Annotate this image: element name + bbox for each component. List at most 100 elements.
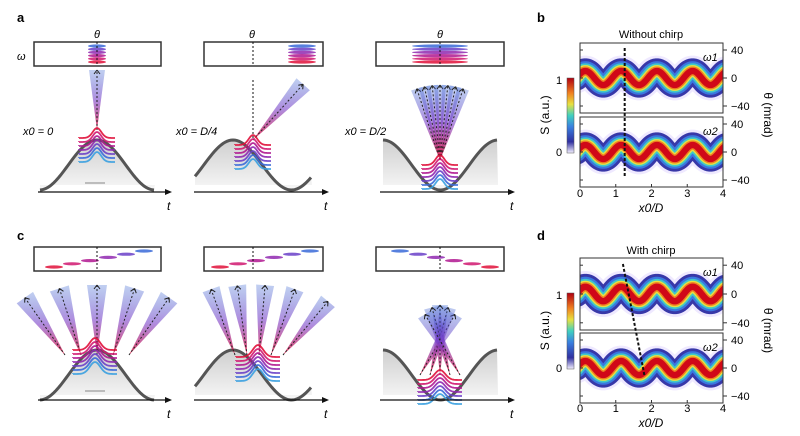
pulse-curve	[235, 368, 281, 382]
pulse-curve	[72, 337, 118, 351]
pulse-curve	[235, 352, 281, 366]
pulse-curve	[72, 361, 118, 375]
y-tick-label: 40	[731, 260, 743, 272]
surface-fill	[40, 140, 155, 190]
panel-label-c: c	[17, 228, 24, 243]
theta-label: θ	[437, 29, 443, 41]
y-tick-label: 40	[731, 45, 743, 57]
beam-cone	[129, 291, 178, 355]
spectral-spot	[288, 47, 316, 51]
spectral-spot	[427, 255, 445, 259]
surface-fill	[195, 140, 312, 190]
beam-cone	[228, 284, 247, 355]
pulse-curve	[234, 134, 272, 146]
pulse-curve	[234, 146, 272, 158]
surface-fill	[195, 350, 312, 400]
time-label: t	[510, 407, 514, 421]
x-tick-label: 0	[577, 403, 583, 415]
omega1-label: ω1	[703, 267, 718, 279]
heatmap-omega2	[580, 345, 723, 391]
panel-label-d: d	[537, 228, 545, 243]
omega2-label: ω2	[703, 342, 718, 354]
x-axis-label: x0/D	[638, 201, 664, 215]
intensity-band	[580, 67, 723, 89]
time-axis-arrow-icon	[322, 189, 329, 195]
time-axis-arrow-icon	[165, 189, 172, 195]
y-tick-label: −40	[731, 318, 750, 330]
arrowhead-icon	[323, 300, 329, 307]
x-tick-label: 2	[648, 188, 654, 200]
surface-fill	[40, 350, 155, 400]
y-tick-label: 40	[731, 119, 743, 131]
pulse-curve	[72, 357, 118, 371]
y-tick-label: 0	[731, 147, 737, 159]
beam-cone	[440, 86, 469, 160]
time-axis-arrow-icon	[508, 397, 515, 403]
pulse-curve	[72, 349, 118, 363]
surface-curve	[193, 138, 313, 192]
arrowhead-icon	[164, 297, 170, 303]
beam-cone	[283, 295, 335, 355]
beam-cone	[87, 285, 107, 355]
y-tick-label: 0	[731, 289, 737, 301]
pulse-curve	[417, 377, 463, 389]
time-label: t	[324, 407, 328, 421]
time-axis-arrow-icon	[508, 189, 515, 195]
y-tick-label: 0	[731, 73, 737, 85]
spectral-spot	[288, 60, 316, 64]
pulse-curve	[234, 150, 272, 162]
spectral-spot	[99, 255, 117, 259]
dashed-marker-line	[621, 263, 646, 376]
arrowhead-icon	[261, 284, 269, 290]
beam-axis-dashed	[439, 85, 449, 161]
pulse-curve	[417, 373, 463, 385]
pulse-curve	[417, 369, 463, 381]
intensity-band	[580, 283, 723, 305]
colorbar-label: S (a.u.)	[538, 95, 552, 134]
beam-cone	[202, 286, 235, 355]
pulse-curve	[234, 154, 272, 166]
title-without-chirp: Without chirp	[619, 29, 683, 41]
pulse-curve	[421, 158, 459, 170]
beam-axis-dashed	[416, 88, 441, 161]
spectral-spot	[45, 265, 63, 269]
pulse-curve	[235, 356, 281, 370]
beam-cone	[418, 310, 460, 375]
pulse-curve	[417, 381, 463, 393]
pulse-curve	[235, 348, 281, 362]
pulse-curve	[78, 139, 116, 151]
time-label: t	[324, 199, 328, 213]
arrowhead-icon	[234, 285, 242, 291]
omega1-label: ω1	[703, 52, 718, 64]
spectral-spot	[445, 259, 463, 263]
x0-label-1: x0 = 0	[22, 126, 54, 138]
y-axis-label: θ (mrad)	[761, 308, 775, 353]
x-tick-label: 2	[648, 403, 654, 415]
x-tick-label: 0	[577, 188, 583, 200]
spectral-spot	[463, 262, 481, 266]
spectral-spot	[135, 249, 153, 253]
spectral-spot	[288, 50, 316, 55]
y-tick-label: −40	[731, 101, 750, 113]
arrowhead-icon	[423, 313, 430, 320]
time-label: t	[510, 199, 514, 213]
spectral-spot	[288, 44, 316, 48]
pulse-curve	[72, 345, 118, 359]
pulse-curve	[234, 138, 272, 150]
arrowhead-icon	[93, 69, 101, 75]
arrowhead-icon	[298, 83, 304, 90]
beam-cone	[411, 86, 440, 160]
spectral-spot	[247, 259, 265, 263]
colorbar-tick-label: 0	[556, 363, 562, 375]
beam-axis-dashed	[439, 88, 464, 161]
pulse-curve	[235, 360, 281, 374]
heatmap-omega1	[580, 270, 723, 318]
x0-label-3: x0 = D/2	[344, 126, 386, 138]
colorbar	[566, 77, 575, 154]
beam-cone	[113, 285, 145, 355]
pulse-curve	[417, 385, 463, 397]
spectral-spot	[481, 265, 499, 269]
x-tick-label: 4	[720, 403, 726, 415]
surface-fill	[383, 140, 498, 190]
